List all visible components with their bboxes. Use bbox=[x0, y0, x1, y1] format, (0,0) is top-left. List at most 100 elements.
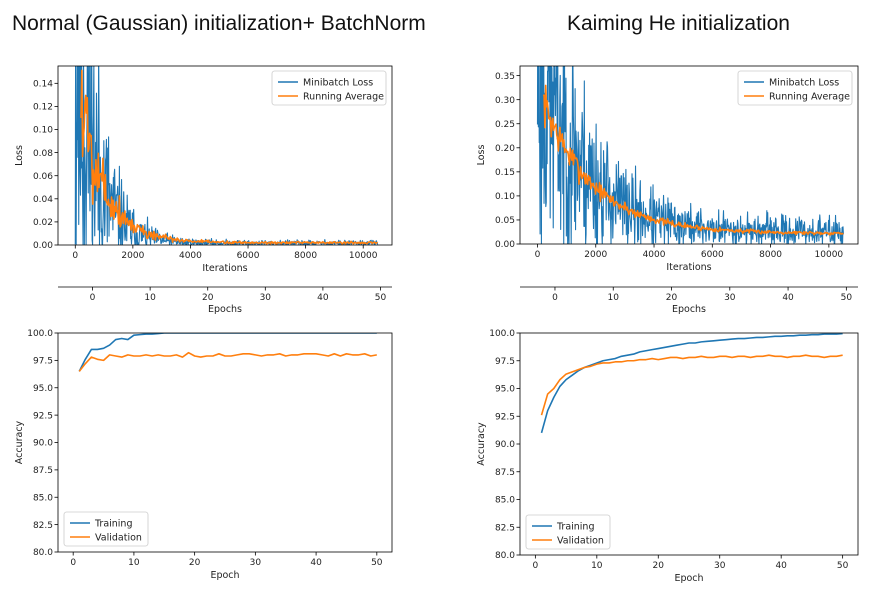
left-acc-xtick-label: 0 bbox=[70, 558, 76, 568]
left-loss-xtick-label: 8000 bbox=[294, 251, 317, 261]
right-loss-secondary-tick-label: 50 bbox=[841, 293, 853, 303]
right-loss-xtick-label: 8000 bbox=[759, 250, 782, 260]
left-acc-ytick-label: 80.0 bbox=[33, 548, 53, 558]
left-loss-xtick-label: 0 bbox=[72, 251, 78, 261]
left-acc-chart: 0 10 20 30 40 50 80.0 82.5 85.0 87.5 90.0 92.5 95.0 9… bbox=[14, 329, 393, 581]
right-acc-legend-label: Training bbox=[556, 521, 595, 532]
left-loss-xtick-label: 4000 bbox=[179, 251, 202, 261]
left-loss-ytick-label: 0.10 bbox=[33, 126, 53, 136]
right-acc-series-1-line bbox=[540, 354, 843, 416]
left-loss-legend-label: Running Average bbox=[303, 91, 384, 102]
right-loss-xtick-label: 10000 bbox=[815, 250, 844, 260]
left-loss-secondary-tick-label: 10 bbox=[144, 293, 156, 303]
left-loss-ytick-label: 0.00 bbox=[33, 241, 53, 251]
right-acc-chart: 0 10 20 30 40 50 80.0 82.5 85.0 87.5 90.0 92.5 95.0 9… bbox=[476, 329, 859, 584]
right-loss-series-1-line bbox=[542, 84, 844, 236]
left-loss-ytick-label: 0.04 bbox=[33, 195, 53, 205]
left-loss-series-1-line bbox=[80, 69, 378, 245]
right-loss-plot-frame bbox=[519, 65, 859, 245]
right-acc-series-0-line bbox=[540, 333, 843, 434]
left-loss-secondary-tick-label: 30 bbox=[260, 293, 272, 303]
left-acc-legend: Training Validation bbox=[63, 511, 149, 547]
right-loss-xtick-label: 0 bbox=[535, 250, 541, 260]
right-acc-ytick-label: 100.0 bbox=[489, 329, 515, 339]
right-loss-ytick-label: 0.05 bbox=[495, 216, 515, 226]
left-heading: Normal (Gaussian) initialization+ BatchN… bbox=[12, 12, 426, 35]
left-loss-secondary-tick-label: 40 bbox=[317, 293, 329, 303]
left-acc-ytick-label: 87.5 bbox=[33, 466, 53, 476]
right-acc-ytick-label: 80.0 bbox=[495, 551, 515, 561]
left-loss-ytick-label: 0.02 bbox=[33, 218, 53, 228]
right-loss-secondary-tick-label: 20 bbox=[666, 293, 678, 303]
left-acc-series-1-line bbox=[78, 351, 377, 372]
left-loss-series-0-line bbox=[74, 66, 379, 245]
right-loss-chart: 0 2000 4000 6000 8000 10000 0.00 0.05 0.10 0.15 0.… bbox=[476, 65, 859, 315]
left-loss-ytick-label: 0.14 bbox=[33, 80, 53, 90]
left-acc-xtick-label: 50 bbox=[371, 558, 383, 568]
left-loss-secondary-tick-label: 0 bbox=[90, 293, 96, 303]
right-acc-xaxis-label: Epoch bbox=[674, 573, 703, 584]
left-acc-ytick-label: 97.5 bbox=[33, 357, 53, 367]
right-loss-yaxis-label: Loss bbox=[476, 145, 487, 166]
right-acc-xtick-label: 30 bbox=[714, 561, 726, 571]
right-loss-secondary-tick-label: 0 bbox=[552, 293, 558, 303]
right-loss-legend: Minibatch Loss Running Average bbox=[737, 70, 853, 106]
right-loss-ytick-label: 0.10 bbox=[495, 192, 515, 202]
left-loss-xtick-label: 10000 bbox=[349, 251, 378, 261]
left-acc-series-group bbox=[78, 333, 377, 372]
right-loss-ytick-label: 0.20 bbox=[495, 144, 515, 154]
right-acc-xtick-label: 10 bbox=[591, 561, 603, 571]
left-loss-legend-label: Minibatch Loss bbox=[303, 77, 373, 88]
left-loss-legend: Minibatch Loss Running Average bbox=[271, 70, 387, 106]
right-loss-ytick-label: 0.00 bbox=[495, 240, 515, 250]
right-loss-secondary-tick-label: 10 bbox=[608, 293, 620, 303]
right-acc-yaxis-label: Accuracy bbox=[476, 422, 487, 466]
right-loss-series-0-line bbox=[536, 66, 844, 244]
left-acc-ytick-label: 100.0 bbox=[27, 329, 53, 339]
left-acc-legend-label: Training bbox=[94, 518, 133, 529]
right-acc-xtick-label: 50 bbox=[837, 561, 849, 571]
right-loss-ytick-label: 0.30 bbox=[495, 96, 515, 106]
right-loss-legend-box bbox=[737, 70, 853, 106]
left-acc-yaxis-label: Accuracy bbox=[14, 420, 25, 464]
left-loss-chart: 0 2000 4000 6000 8000 10000 0.00 0.02 0.04 0.06 0.… bbox=[14, 65, 393, 315]
right-acc-ytick-label: 85.0 bbox=[495, 496, 515, 506]
left-loss-ytick-label: 0.12 bbox=[33, 103, 53, 113]
left-acc-ytick-label: 82.5 bbox=[33, 521, 53, 531]
right-loss-ytick-label: 0.15 bbox=[495, 168, 515, 178]
right-acc-series-group bbox=[540, 333, 843, 434]
left-loss-ytick-label: 0.08 bbox=[33, 149, 53, 159]
right-acc-ytick-label: 90.0 bbox=[495, 440, 515, 450]
left-acc-series-0-line bbox=[78, 333, 377, 372]
right-loss-secondary-axis: 0 10 20 30 40 50 Epochs bbox=[520, 286, 858, 315]
left-loss-xtick-label: 6000 bbox=[237, 251, 260, 261]
right-heading: Kaiming He initialization bbox=[567, 12, 790, 35]
right-acc-ytick-label: 92.5 bbox=[495, 412, 515, 422]
left-loss-legend-box bbox=[271, 70, 387, 106]
right-acc-ytick-label: 82.5 bbox=[495, 523, 515, 533]
left-acc-xtick-label: 30 bbox=[250, 558, 262, 568]
left-loss-xtick-label: 2000 bbox=[121, 251, 144, 261]
right-loss-xtick-label: 2000 bbox=[584, 250, 607, 260]
right-loss-xaxis-label: Iterations bbox=[666, 262, 711, 273]
left-loss-ytick-label: 0.06 bbox=[33, 172, 53, 182]
right-acc-legend: Training Validation bbox=[525, 514, 611, 550]
left-acc-legend-label: Validation bbox=[95, 532, 142, 543]
right-loss-series-group bbox=[536, 66, 844, 244]
left-loss-secondary-tick-label: 20 bbox=[202, 293, 214, 303]
right-loss-secondary-tick-label: 30 bbox=[724, 293, 736, 303]
left-acc-ytick-label: 90.0 bbox=[33, 439, 53, 449]
right-acc-xtick-label: 40 bbox=[775, 561, 787, 571]
right-loss-xtick-label: 4000 bbox=[643, 250, 666, 260]
right-loss-ytick-label: 0.25 bbox=[495, 120, 515, 130]
left-acc-ytick-label: 95.0 bbox=[33, 384, 53, 394]
left-loss-yaxis-label: Loss bbox=[14, 145, 25, 166]
right-loss-xtick-label: 6000 bbox=[701, 250, 724, 260]
left-loss-xaxis-label: Iterations bbox=[202, 263, 247, 274]
left-acc-xtick-label: 20 bbox=[189, 558, 201, 568]
right-loss-legend-label: Running Average bbox=[769, 91, 850, 102]
right-loss-secondary-axis-label: Epochs bbox=[672, 304, 706, 315]
left-loss-secondary-tick-label: 50 bbox=[375, 293, 387, 303]
right-loss-legend-label: Minibatch Loss bbox=[769, 77, 839, 88]
